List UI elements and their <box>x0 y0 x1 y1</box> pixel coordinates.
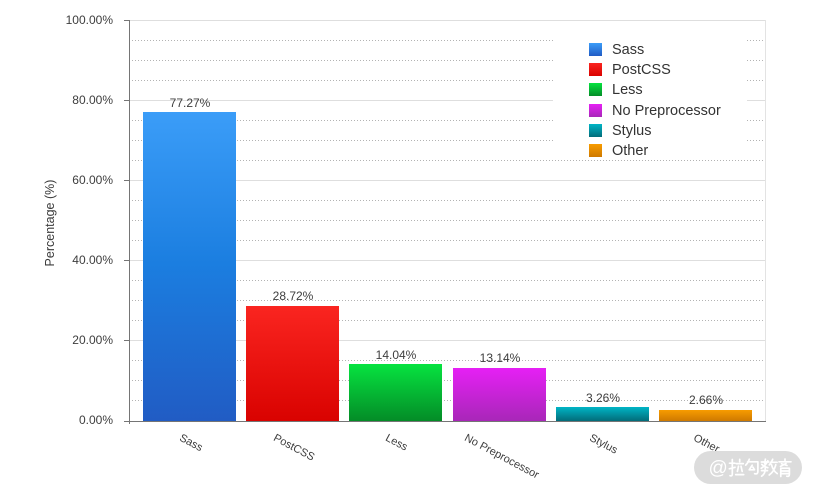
svg-text:@: @ <box>709 458 728 479</box>
